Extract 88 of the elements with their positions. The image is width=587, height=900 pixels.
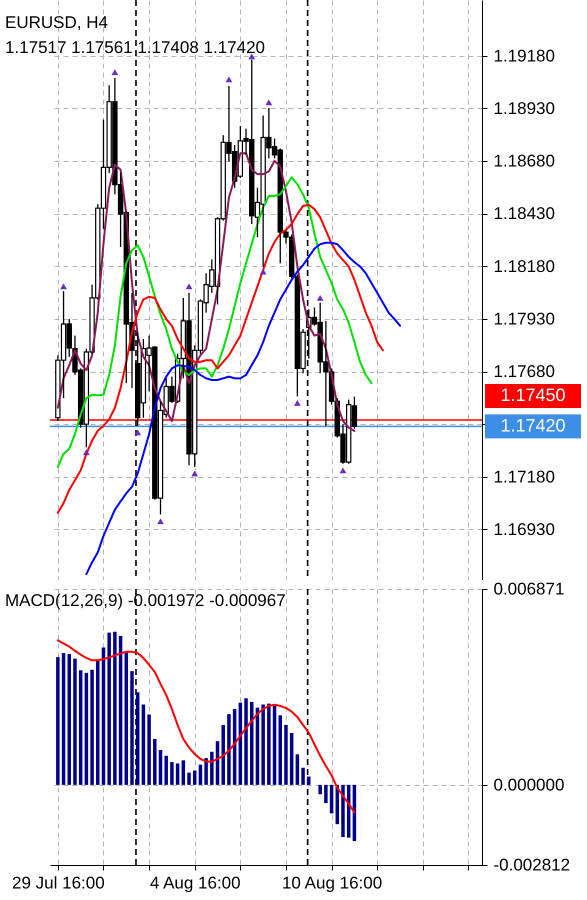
point [226, 76, 232, 82]
y-tick-label: 1.18680 [494, 152, 555, 171]
bar [56, 657, 60, 785]
bar [176, 763, 180, 785]
bar [142, 704, 146, 785]
y-tick-label: 0.006871 [494, 580, 564, 598]
bar [204, 758, 208, 785]
bar [346, 784, 350, 838]
bar [278, 715, 282, 785]
ref-line-label: 1.17420 [500, 415, 566, 436]
bar [170, 762, 174, 785]
y-tick-label: 1.17180 [494, 467, 555, 486]
y-tick-label: 1.17680 [494, 362, 555, 382]
bar [221, 724, 225, 785]
bar [118, 636, 122, 785]
bar [272, 706, 276, 785]
y-tick-label: 1.19180 [494, 46, 555, 66]
bar [113, 632, 117, 785]
bar [198, 764, 202, 785]
line-series [85, 242, 402, 576]
point [248, 54, 256, 60]
bar [238, 702, 242, 785]
bar [164, 756, 168, 785]
bar [232, 709, 236, 785]
bar [296, 754, 300, 785]
x-tick-label: 29 Jul 16:00 [12, 874, 105, 892]
text: 1.17517 1.17561 1.17408 1.17420 [5, 38, 265, 58]
bar [107, 632, 111, 785]
point [186, 283, 192, 290]
y-tick-label: 1.18930 [494, 98, 555, 118]
bar [73, 658, 77, 785]
bar [261, 704, 265, 785]
bar [84, 672, 88, 785]
bar [124, 652, 128, 785]
bar [284, 724, 288, 785]
ref-line-label: 1.17450 [500, 385, 566, 405]
x-tick-label: 4 Aug 16:00 [150, 874, 241, 892]
bar [130, 671, 134, 785]
bar [341, 784, 345, 838]
bar [68, 654, 72, 785]
bar [78, 670, 82, 785]
bar [210, 752, 214, 785]
bar [301, 768, 305, 785]
bar [290, 732, 294, 785]
bar [336, 784, 340, 824]
bar [153, 738, 157, 785]
bar [147, 714, 151, 785]
x-tick-label: 10 Aug 16:00 [282, 874, 382, 892]
bar [227, 714, 231, 785]
y-tick-label: 0.000000 [494, 775, 564, 794]
bar [90, 670, 94, 785]
bar [158, 750, 162, 785]
line-series [56, 639, 356, 814]
point [157, 518, 164, 524]
point [260, 268, 267, 274]
point [316, 294, 324, 301]
bar [318, 784, 322, 794]
bar [352, 784, 356, 842]
line-series [56, 176, 372, 468]
bar [192, 770, 196, 785]
y-tick-label: 1.18430 [494, 204, 555, 224]
point [340, 467, 346, 474]
chart-title: MACD(12,26,9) -0.001972 -0.000967 [5, 591, 286, 610]
bar [267, 704, 271, 785]
bar [324, 784, 328, 804]
bar [96, 660, 100, 785]
bar [216, 741, 220, 785]
text: EURUSD, H4 [5, 13, 108, 32]
bar [250, 702, 254, 785]
point [60, 283, 67, 290]
y-tick-label: -0.002812 [494, 856, 570, 874]
point [134, 430, 142, 436]
bar [187, 772, 191, 785]
line-series [56, 152, 356, 432]
point [265, 99, 272, 106]
bar [256, 708, 260, 785]
bar [244, 698, 248, 785]
point [294, 400, 301, 406]
bar [330, 784, 334, 814]
y-tick-label: 1.18180 [494, 256, 555, 276]
bar [62, 653, 66, 785]
y-tick-label: 1.16930 [494, 520, 555, 539]
point [83, 449, 90, 456]
bar [182, 760, 186, 785]
point [191, 470, 198, 476]
y-tick-label: 1.17930 [494, 309, 555, 328]
point [112, 69, 118, 76]
bar [102, 647, 106, 785]
